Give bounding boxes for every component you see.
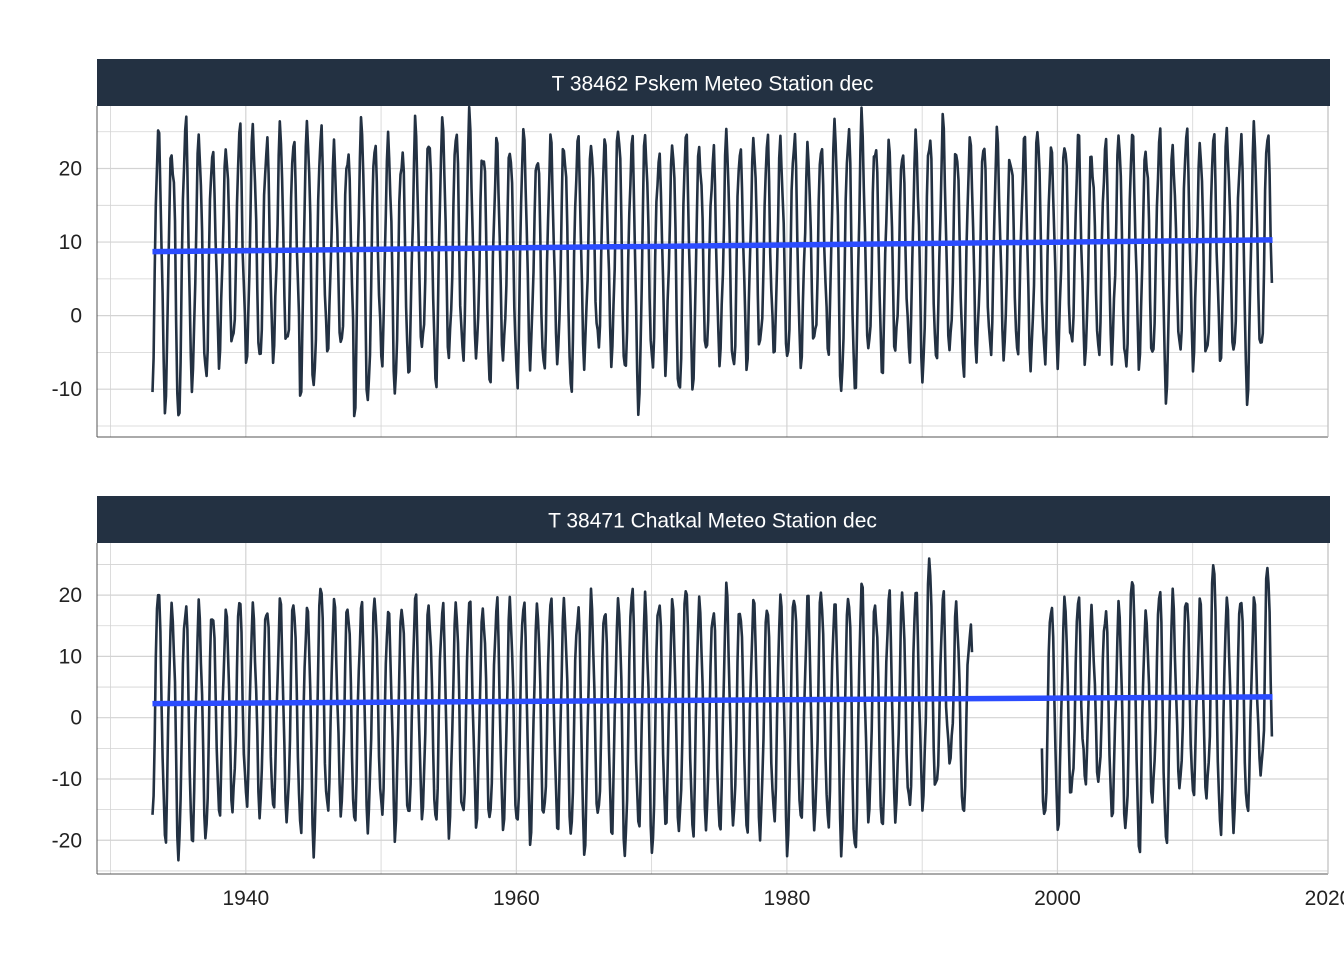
facet-strip-title: T 38462 Pskem Meteo Station dec: [552, 73, 874, 96]
x-tick-label: 1940: [222, 887, 269, 910]
temperature-series-line: [151, 557, 974, 862]
temperature-series-line: [1040, 564, 1274, 854]
y-tick-label: 0: [70, 305, 82, 328]
facet-panel-1: 20 10 0 -10 T 38462 Pskem Meteo Station dec: [52, 59, 1330, 438]
y-tick-label: -10: [52, 768, 82, 791]
temperature-series-line: [151, 105, 1274, 418]
facet-strip: [97, 59, 1330, 106]
x-tick-label: 2020: [1305, 887, 1344, 910]
trend-line: [152, 694, 1273, 707]
y-tick-label: -10: [52, 378, 82, 401]
facet-strip-title: T 38471 Chatkal Meteo Station dec: [548, 510, 877, 533]
y-tick-label: 0: [70, 707, 82, 730]
y-tick-label: -20: [52, 829, 82, 852]
facet-strip: [97, 496, 1330, 543]
x-tick-label: 1960: [493, 887, 540, 910]
x-tick-label: 1980: [764, 887, 811, 910]
facet-panel-2: 20 10 0 -10 -20 T 38471 Chatkal Meteo Station…: [52, 496, 1330, 875]
y-tick-label: 10: [59, 645, 82, 668]
y-tick-label: 20: [59, 158, 82, 181]
y-tick-label: 20: [59, 584, 82, 607]
x-tick-label: 2000: [1034, 887, 1081, 910]
trend-line: [152, 237, 1273, 255]
y-tick-label: 10: [59, 231, 82, 254]
